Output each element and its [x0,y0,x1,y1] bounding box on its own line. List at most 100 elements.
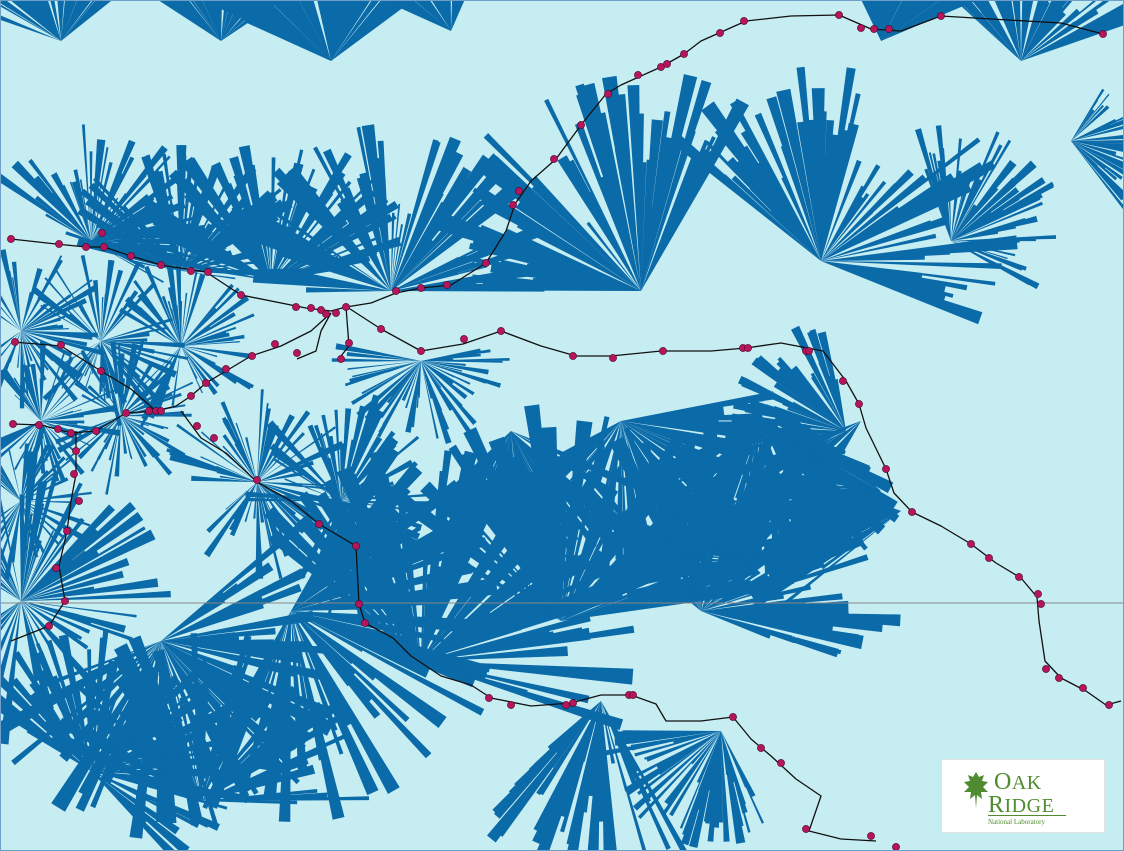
station-marker[interactable] [63,527,71,535]
station-marker[interactable] [222,365,230,373]
station-marker[interactable] [248,352,256,360]
station-marker[interactable] [443,281,451,289]
station-marker[interactable] [187,267,195,275]
station-marker[interactable] [870,25,878,33]
station-marker[interactable] [882,465,890,473]
station-marker[interactable] [72,447,80,455]
station-marker[interactable] [757,744,765,752]
station-marker[interactable] [569,699,577,707]
station-marker[interactable] [569,352,577,360]
station-marker[interactable] [550,155,558,163]
station-marker[interactable] [1055,674,1063,682]
station-marker[interactable] [210,434,218,442]
station-marker[interactable] [577,121,585,129]
station-marker[interactable] [204,268,212,276]
station-marker[interactable] [1042,665,1050,673]
station-marker[interactable] [855,400,863,408]
station-marker[interactable] [100,243,108,251]
station-marker[interactable] [729,713,737,721]
station-marker[interactable] [157,261,165,269]
station-marker[interactable] [460,335,468,343]
station-marker[interactable] [55,240,63,248]
station-marker[interactable] [1037,600,1045,608]
station-marker[interactable] [332,309,340,317]
station-marker[interactable] [61,597,69,605]
station-marker[interactable] [485,694,493,702]
station-marker[interactable] [509,201,517,209]
station-marker[interactable] [54,425,62,433]
station-marker[interactable] [857,24,865,32]
station-marker[interactable] [315,520,323,528]
station-marker[interactable] [57,341,65,349]
station-marker[interactable] [867,832,875,840]
station-marker[interactable] [293,349,301,357]
station-marker[interactable] [716,29,724,37]
station-marker[interactable] [892,843,900,850]
station-marker[interactable] [659,347,667,355]
station-marker[interactable] [355,600,363,608]
station-marker[interactable] [507,701,515,709]
station-marker[interactable] [7,235,15,243]
station-marker[interactable] [634,71,642,79]
station-marker[interactable] [885,25,893,33]
station-marker[interactable] [1105,701,1113,709]
station-marker[interactable] [202,379,210,387]
station-marker[interactable] [1099,30,1107,38]
station-marker[interactable] [1079,684,1087,692]
station-marker[interactable] [663,60,671,68]
station-marker[interactable] [805,347,813,355]
station-marker[interactable] [92,427,100,435]
station-marker[interactable] [777,759,785,767]
station-marker[interactable] [337,355,345,363]
station-marker[interactable] [342,303,350,311]
station-marker[interactable] [345,339,353,347]
station-marker[interactable] [157,407,165,415]
station-marker[interactable] [740,17,748,25]
station-marker[interactable] [11,338,19,346]
station-marker[interactable] [482,259,490,267]
station-marker[interactable] [322,310,330,318]
station-marker[interactable] [392,287,400,295]
station-marker[interactable] [237,291,245,299]
station-marker[interactable] [1015,573,1023,581]
station-marker[interactable] [744,344,752,352]
station-marker[interactable] [307,304,315,312]
station-marker[interactable] [562,701,570,709]
station-marker[interactable] [497,327,505,335]
station-marker[interactable] [802,825,810,833]
station-marker[interactable] [604,90,612,98]
station-marker[interactable] [97,367,105,375]
station-marker[interactable] [417,284,425,292]
station-marker[interactable] [187,392,195,400]
station-marker[interactable] [52,564,60,572]
station-marker[interactable] [35,421,43,429]
station-marker[interactable] [1034,590,1042,598]
station-marker[interactable] [271,340,279,348]
station-marker[interactable] [75,497,83,505]
station-marker[interactable] [937,12,945,20]
station-marker[interactable] [253,476,261,484]
station-marker[interactable] [985,554,993,562]
station-marker[interactable] [70,470,78,478]
station-marker[interactable] [361,619,369,627]
station-marker[interactable] [377,325,385,333]
station-marker[interactable] [82,243,90,251]
station-marker[interactable] [835,11,843,19]
station-marker[interactable] [839,377,847,385]
station-marker[interactable] [908,508,916,516]
station-marker[interactable] [629,691,637,699]
station-marker[interactable] [145,407,153,415]
station-marker[interactable] [98,229,106,237]
station-marker[interactable] [292,303,300,311]
station-marker[interactable] [122,409,130,417]
station-marker[interactable] [352,542,360,550]
station-marker[interactable] [417,347,425,355]
station-marker[interactable] [609,354,617,362]
station-marker[interactable] [515,187,523,195]
station-marker[interactable] [45,622,53,630]
station-marker[interactable] [9,420,17,428]
station-marker[interactable] [967,540,975,548]
station-marker[interactable] [680,50,688,58]
